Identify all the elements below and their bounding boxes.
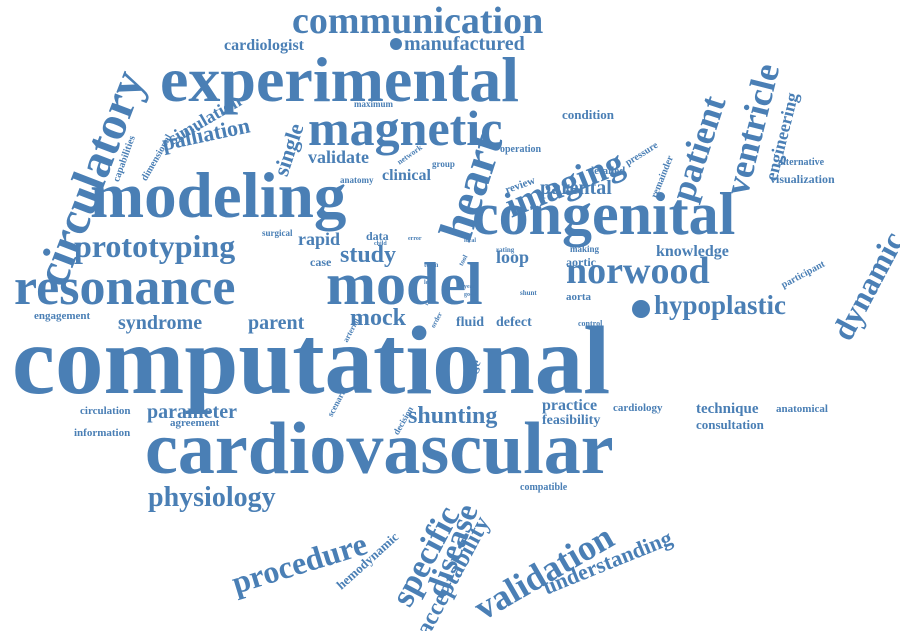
word-experimental: experimental (160, 44, 519, 115)
word-congenital: congenital (472, 181, 736, 247)
word-feasibility: feasibility (542, 413, 601, 428)
word-anatomy: anatomy (340, 175, 374, 185)
word-practice: practice (542, 397, 598, 414)
word-communication: communication (292, 0, 544, 42)
word-aortic: aortic (566, 255, 596, 269)
word-compatible: compatible (520, 482, 568, 493)
word-prototyping: prototyping (74, 228, 236, 264)
word-shunt: shunt (520, 289, 537, 297)
word-data: data (366, 229, 389, 243)
word-magnetic: magnetic (308, 100, 503, 156)
word-knowledge: knowledge (656, 243, 729, 260)
word-rapid: rapid (298, 229, 341, 249)
word-fluid: fluid (456, 315, 485, 330)
word-mock: mock (350, 305, 406, 331)
word-dynamic: dynamic (824, 225, 900, 346)
word-shunting: shunting (408, 403, 498, 429)
word-condition: condition (562, 107, 615, 122)
word-information: information (74, 427, 131, 439)
word-term: term (424, 261, 439, 269)
word-cardiovascular: cardiovascular (145, 408, 614, 490)
word-technique: technique (696, 401, 759, 417)
word-consultation: consultation (696, 417, 764, 432)
word-loop: loop (496, 247, 530, 267)
word-resonance: resonance (14, 259, 236, 316)
word-validate: validate (308, 147, 369, 167)
dot-decoration (390, 38, 402, 50)
word-parent: parent (248, 312, 305, 334)
word-procedure: procedure (227, 525, 372, 601)
word-physiology: physiology (148, 482, 276, 513)
word-visualization: visualization (770, 172, 835, 186)
word-defect: defect (496, 315, 532, 330)
word-maximum: maximum (354, 99, 393, 109)
word-aorta: aorta (566, 291, 592, 303)
word-agreement: agreement (170, 417, 220, 429)
word-engagement: engagement (34, 310, 91, 322)
word-parental: parental (540, 177, 612, 199)
word-pressure: pressure (623, 139, 661, 169)
word-control: control (578, 319, 603, 328)
word-syndrome: syndrome (118, 312, 203, 334)
word-cardiologist: cardiologist (224, 37, 304, 54)
word-good: good (464, 292, 477, 298)
word-hypoplastic: hypoplastic (654, 290, 787, 320)
word-group: group (432, 159, 455, 169)
word-detailed: detailed (588, 165, 626, 177)
word-surgical: surgical (262, 228, 293, 238)
word-model: model (326, 251, 483, 317)
word-alternative: alternative (778, 157, 825, 168)
word-participant: participant (779, 258, 827, 291)
word-making: making (570, 244, 600, 254)
word-case: case (310, 255, 332, 269)
word-year: year (464, 284, 476, 290)
word-study: study (340, 242, 397, 268)
word-clinical: clinical (382, 167, 431, 184)
word-rating: rating (496, 246, 515, 254)
word-manufactured: manufactured (404, 33, 525, 55)
word-left: left (424, 280, 433, 286)
word-operation: operation (500, 144, 542, 155)
word-anatomical: anatomical (776, 403, 828, 415)
word-local: local (464, 238, 476, 244)
word-cardiology: cardiology (613, 402, 663, 414)
word-circulation: circulation (80, 405, 131, 417)
word-child: child (374, 241, 387, 247)
word-norwood: norwood (566, 250, 710, 292)
dot-decoration (632, 300, 650, 318)
word-error: error (408, 236, 422, 242)
word-modeling: modeling (90, 160, 347, 232)
word-computational: computational (12, 307, 611, 414)
word-parameter: parameter (147, 401, 237, 423)
